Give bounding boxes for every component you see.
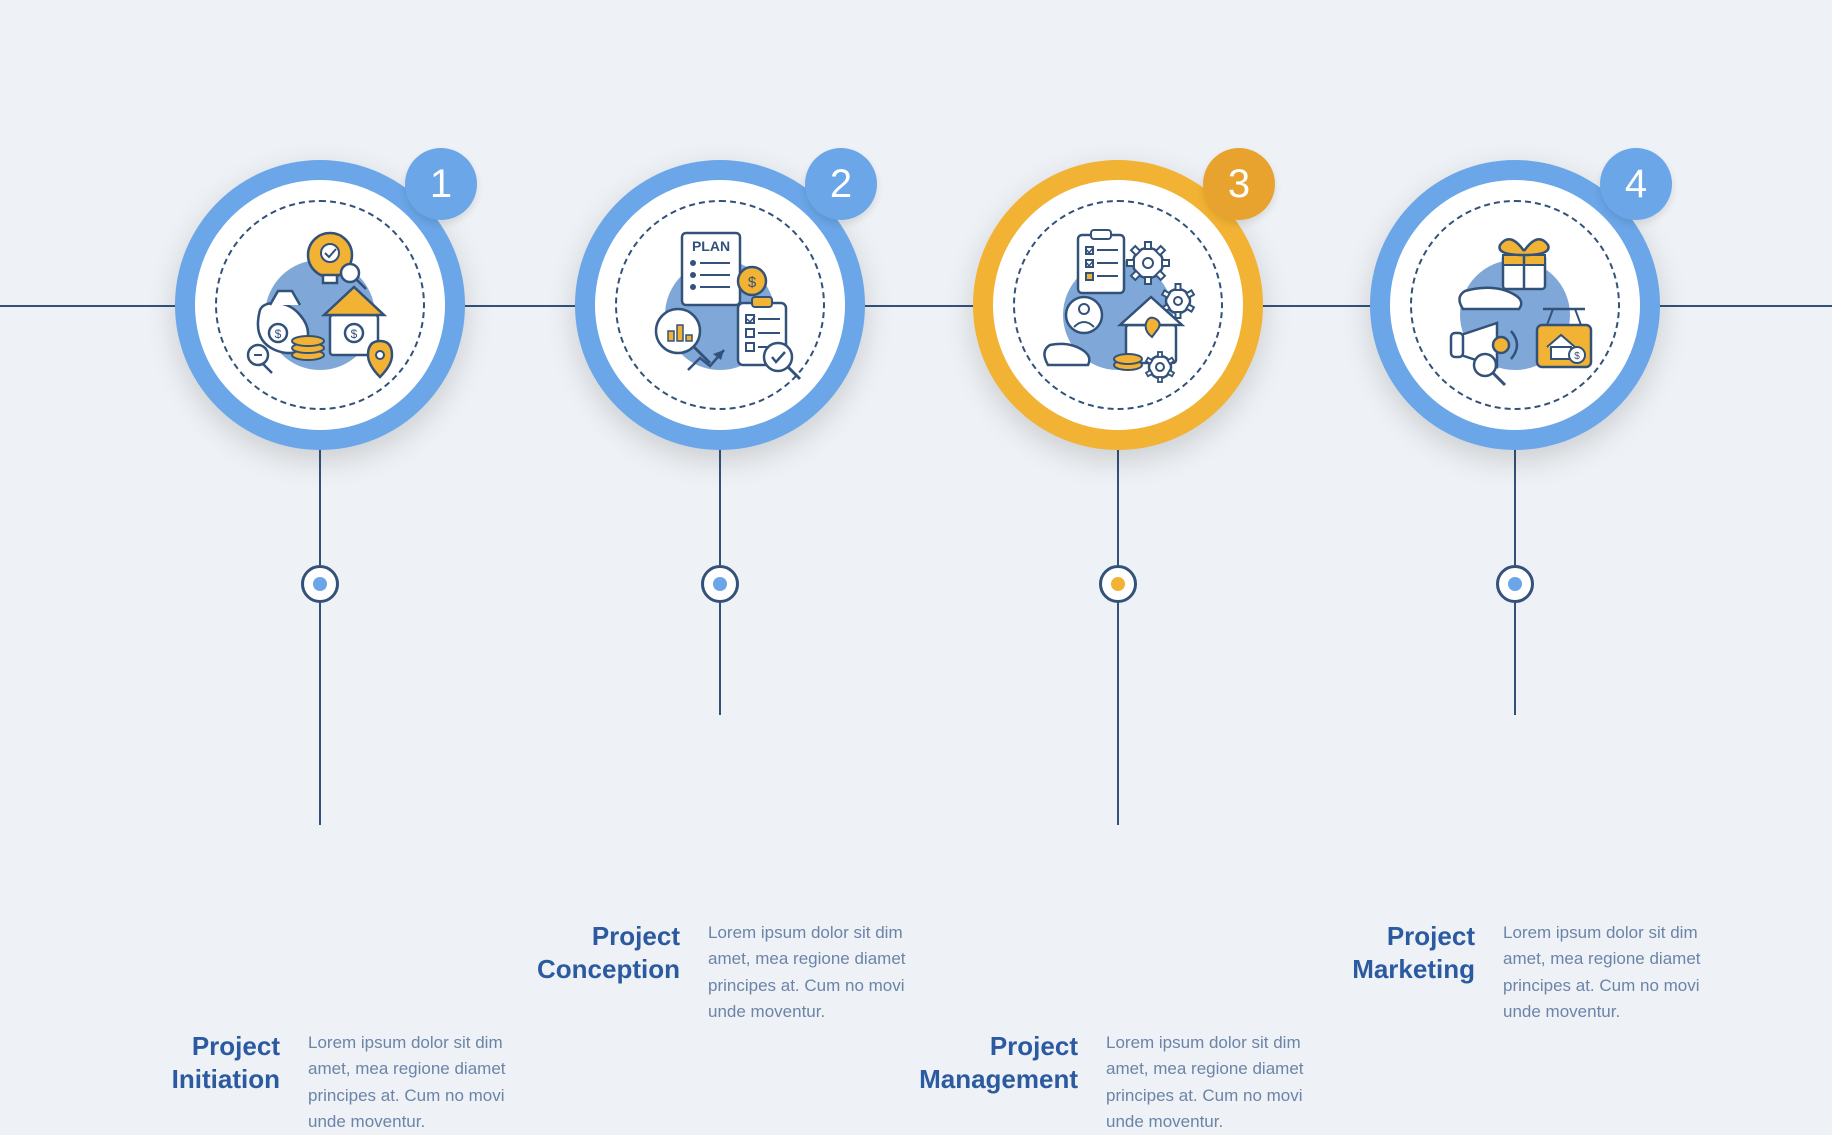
step-title: Project Conception xyxy=(520,920,680,985)
drop-dot xyxy=(301,565,339,603)
drop-dot xyxy=(1496,565,1534,603)
step-number-badge: 2 xyxy=(805,148,877,220)
step-number: 2 xyxy=(830,162,852,207)
step-number: 3 xyxy=(1228,162,1250,207)
step-3: 3 Project Management Lorem ipsum dolor s… xyxy=(973,160,1263,450)
step-number-badge: 1 xyxy=(405,148,477,220)
drop-line xyxy=(1117,450,1119,825)
step-1: $ $ 1 Project Initiation Lorem ip xyxy=(175,160,465,450)
step-4: $ 4 Project Marketing Lorem ipsum dolor … xyxy=(1370,160,1660,450)
step-circle: $ $ 1 xyxy=(175,160,465,450)
step-textblock: Project Management Lorem ipsum dolor sit… xyxy=(918,1030,1318,1135)
step-circle: $ 4 xyxy=(1370,160,1660,450)
step-number: 1 xyxy=(430,162,452,207)
step-textblock: Project Conception Lorem ipsum dolor sit… xyxy=(520,920,920,1025)
step-textblock: Project Initiation Lorem ipsum dolor sit… xyxy=(120,1030,520,1135)
step-body: Lorem ipsum dolor sit dim amet, mea regi… xyxy=(708,920,920,1025)
drop-dot xyxy=(1099,565,1137,603)
drop-dot xyxy=(701,565,739,603)
step-body: Lorem ipsum dolor sit dim amet, mea regi… xyxy=(1503,920,1715,1025)
step-number: 4 xyxy=(1625,162,1647,207)
infographic-canvas: $ $ 1 Project Initiation Lorem ip xyxy=(0,0,1832,980)
step-title: Project Management xyxy=(918,1030,1078,1095)
step-circle: PLAN $ xyxy=(575,160,865,450)
step-number-badge: 3 xyxy=(1203,148,1275,220)
step-body: Lorem ipsum dolor sit dim amet, mea regi… xyxy=(1106,1030,1318,1135)
step-circle: 3 xyxy=(973,160,1263,450)
step-body: Lorem ipsum dolor sit dim amet, mea regi… xyxy=(308,1030,520,1135)
step-2: PLAN $ xyxy=(575,160,865,450)
step-textblock: Project Marketing Lorem ipsum dolor sit … xyxy=(1315,920,1715,1025)
step-title: Project Marketing xyxy=(1315,920,1475,985)
drop-line xyxy=(319,450,321,825)
step-number-badge: 4 xyxy=(1600,148,1672,220)
step-title: Project Initiation xyxy=(120,1030,280,1095)
